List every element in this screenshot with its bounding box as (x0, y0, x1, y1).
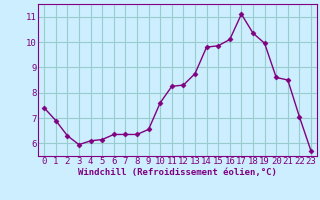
X-axis label: Windchill (Refroidissement éolien,°C): Windchill (Refroidissement éolien,°C) (78, 168, 277, 177)
